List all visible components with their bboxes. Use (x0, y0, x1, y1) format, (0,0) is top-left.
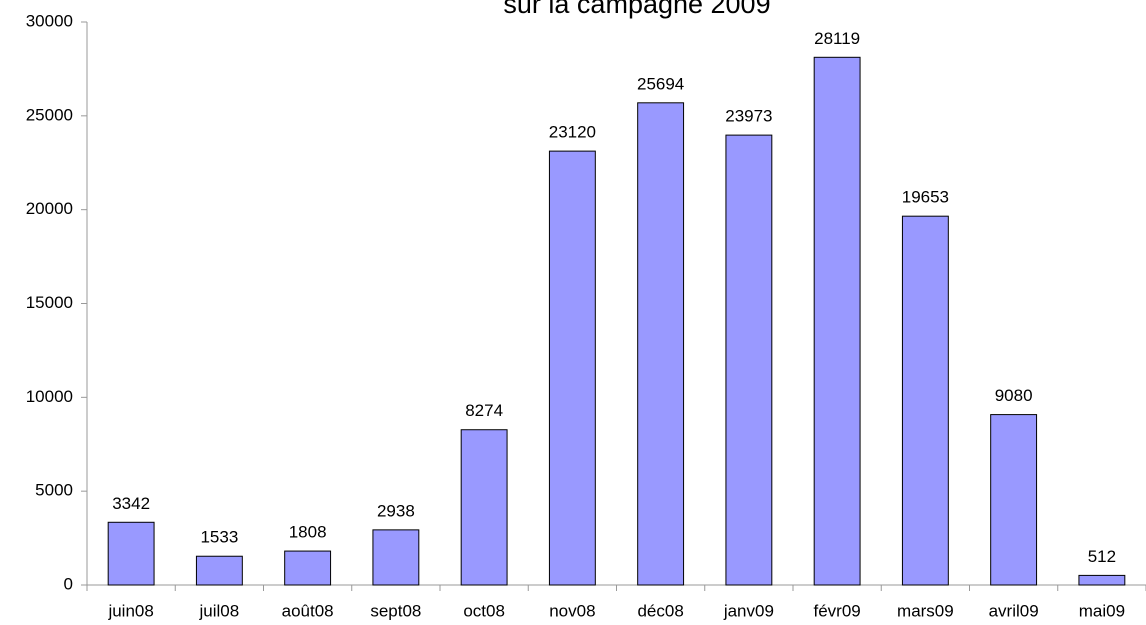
x-tick-label: oct08 (463, 601, 505, 620)
chart-title: sur la campagne 2009 (503, 0, 770, 19)
y-tick-label: 10000 (26, 387, 73, 406)
bar (1078, 574, 1126, 586)
x-tick-label: nov08 (549, 601, 595, 620)
data-label: 512 (1088, 547, 1116, 566)
data-label: 1533 (200, 528, 238, 547)
x-tick-label: déc08 (637, 601, 683, 620)
data-label: 3342 (112, 494, 150, 513)
x-tick-label: juin08 (107, 601, 153, 620)
data-label: 28119 (814, 29, 860, 48)
data-label: 25694 (637, 74, 684, 93)
bar (372, 529, 420, 586)
bar (195, 555, 243, 586)
x-tick-label: mai09 (1079, 601, 1125, 620)
data-label: 1808 (289, 523, 327, 542)
data-label: 23973 (725, 107, 772, 126)
y-tick-label: 5000 (35, 481, 73, 500)
data-label: 8274 (465, 401, 503, 420)
bar (637, 102, 685, 586)
x-tick-label: janv09 (723, 601, 774, 620)
data-label: 23120 (549, 123, 596, 142)
y-tick-label: 25000 (26, 105, 73, 124)
bar (725, 134, 773, 586)
y-tick-label: 30000 (26, 11, 73, 30)
x-tick-label: mars09 (897, 601, 954, 620)
x-tick-label: sept08 (370, 601, 421, 620)
bar (107, 521, 155, 586)
bar (548, 150, 596, 586)
bar (901, 215, 949, 586)
data-label: 2938 (377, 501, 415, 520)
y-tick-label: 15000 (26, 293, 73, 312)
y-tick-label: 0 (64, 574, 73, 593)
data-label: 19653 (902, 188, 949, 207)
y-tick-label: 20000 (26, 199, 73, 218)
x-tick-label: août08 (282, 601, 334, 620)
x-tick-label: févr09 (814, 601, 861, 620)
bar (813, 56, 861, 586)
bar (460, 429, 508, 586)
x-tick-label: juil08 (199, 601, 240, 620)
data-label: 9080 (995, 386, 1033, 405)
bar (990, 414, 1038, 586)
x-tick-label: avril09 (989, 601, 1039, 620)
bar (284, 550, 332, 586)
